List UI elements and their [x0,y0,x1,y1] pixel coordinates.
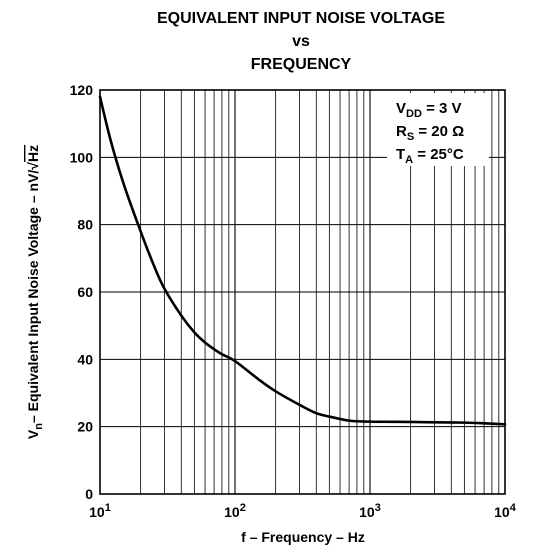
y-axis-label: Vn– Equivalent Input Noise Voltage – nV/… [25,145,45,439]
y-tick-label: 60 [77,284,93,300]
y-axis-ticks: 0 20 40 60 80 100 120 [70,82,94,502]
x-axis-label: f – Frequency – Hz [241,529,365,545]
chart-title-line-3: FREQUENCY [251,56,352,73]
noise-curve-line [98,95,507,426]
x-tick-label: 103 [359,502,381,520]
condition-rs: RS = 20 Ω [396,123,464,143]
chart-title-line-1: EQUIVALENT INPUT NOISE VOLTAGE [157,10,445,27]
x-axis-ticks: 101 102 103 104 [89,502,517,520]
grid-lines [100,90,505,494]
x-tick-label: 102 [224,502,246,520]
y-tick-label: 20 [77,419,93,435]
x-tick-label: 101 [89,502,111,520]
svg-text:Vn– Equivalent Input Noise Vol: Vn– Equivalent Input Noise Voltage – nV/… [25,145,45,439]
y-tick-label: 0 [85,486,93,502]
y-tick-label: 80 [77,217,93,233]
chart-title-line-2: vs [292,33,310,50]
conditions-box [387,93,489,166]
condition-ta: TA = 25°C [396,146,464,166]
x-tick-label: 104 [494,502,517,520]
y-tick-label: 40 [77,351,93,367]
condition-vdd: VDD = 3 V [396,100,462,120]
plot-frame [99,89,506,495]
y-tick-label: 120 [70,82,94,98]
y-tick-label: 100 [70,149,94,165]
